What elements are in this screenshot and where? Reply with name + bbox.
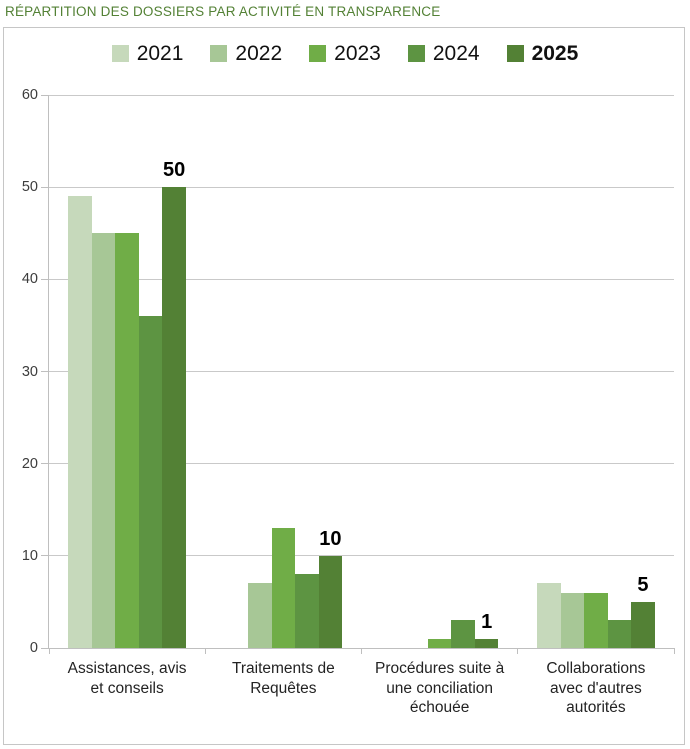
bar-2024-category-1 — [138, 316, 163, 648]
bar-2023-category-4 — [584, 592, 608, 648]
y-axis-label: 30 — [21, 363, 38, 380]
y-axis-tick — [41, 463, 49, 465]
bar-2023-category-2 — [271, 528, 296, 648]
x-axis-tick — [48, 648, 50, 654]
bar-2025-category-3 — [474, 638, 499, 648]
data-label-2025: 5 — [637, 573, 649, 596]
bar-2022-category-1 — [91, 233, 116, 648]
bar-2021-category-4 — [537, 583, 561, 648]
y-axis-tick — [41, 94, 49, 96]
legend-label: 2024 — [432, 41, 480, 65]
legend-item-2022: 2022 — [210, 43, 282, 64]
y-axis-tick — [41, 371, 49, 372]
y-axis-label: 50 — [21, 179, 38, 196]
legend-swatch-2024 — [407, 44, 425, 62]
bar-2022-category-2 — [248, 583, 272, 648]
x-axis-tick — [673, 648, 675, 654]
chart-legend: 2021 2022 2023 2024 2025 — [4, 38, 686, 68]
data-label-2025: 10 — [319, 527, 342, 550]
gridline-30 — [49, 371, 674, 372]
y-axis-label: 60 — [21, 87, 38, 103]
y-axis-tick — [41, 555, 49, 557]
bar-2024-category-2 — [295, 574, 319, 648]
x-axis-category-label: Procédures suite à une conciliation échoué… — [375, 660, 505, 716]
bar-2022-category-4 — [560, 592, 585, 648]
data-label-2025: 1 — [481, 610, 493, 633]
data-label-2025: 50 — [163, 159, 186, 182]
legend-item-2025: 2025 — [506, 41, 579, 65]
gridline-20 — [49, 463, 674, 465]
gridline-50 — [49, 186, 674, 188]
bar-2025-category-1 — [162, 187, 186, 648]
y-axis-tick — [41, 647, 49, 649]
legend-swatch-2023 — [309, 44, 327, 62]
x-axis-tick — [517, 648, 519, 654]
y-axis-tick — [41, 186, 49, 188]
y-axis-label: 10 — [21, 547, 38, 564]
legend-swatch-2021 — [111, 44, 129, 62]
gridline-10 — [49, 555, 674, 557]
legend-swatch-2025 — [506, 44, 524, 62]
legend-item-2023: 2023 — [309, 43, 381, 64]
bar-2021-category-1 — [68, 196, 92, 648]
legend-label: 2023 — [334, 41, 381, 65]
x-axis-tick — [361, 648, 362, 654]
x-axis-category-label: Collaborations avec d'autres autorités — [546, 660, 646, 716]
x-axis-tick — [204, 648, 206, 654]
bar-2025-category-2 — [318, 555, 343, 648]
x-axis-category-label: Assistances, avis et conseils — [67, 660, 187, 697]
y-axis-tick — [41, 278, 49, 280]
x-axis-category-label: Traitements de Requêtes — [231, 660, 335, 697]
y-axis-label: 20 — [21, 455, 38, 472]
legend-item-2021: 2021 — [111, 41, 184, 65]
bar-2024-category-4 — [607, 620, 632, 648]
legend-item-2024: 2024 — [407, 41, 480, 65]
chart-title: RÉPARTITION DES DOSSIERS PAR ACTIVITÉ EN… — [5, 4, 441, 19]
legend-swatch-2022 — [210, 44, 228, 62]
bar-2024-category-3 — [451, 620, 475, 648]
y-axis-label: 40 — [21, 271, 38, 288]
legend-label: 2025 — [531, 41, 579, 65]
legend-label: 2021 — [136, 41, 184, 65]
bar-2023-category-3 — [427, 638, 452, 648]
y-axis-line — [48, 95, 49, 649]
legend-label: 2022 — [235, 41, 283, 65]
gridline-40 — [49, 278, 674, 280]
gridline-60 — [49, 94, 674, 96]
y-axis-label: 0 — [29, 640, 38, 656]
bar-2023-category-1 — [115, 233, 139, 648]
bar-2025-category-4 — [631, 601, 655, 648]
